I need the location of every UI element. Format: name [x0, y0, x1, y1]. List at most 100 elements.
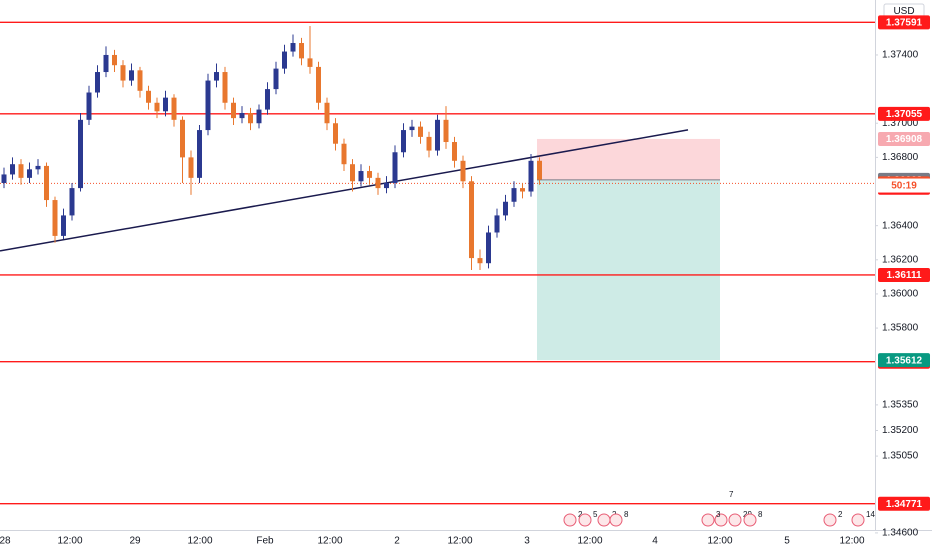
y-tick-label: 1.34600 [882, 528, 919, 539]
candle-body [222, 72, 228, 103]
level-label: 1.37055 [886, 109, 923, 120]
target-zone [537, 179, 720, 361]
candle-body [528, 160, 534, 192]
candle-body [511, 188, 517, 202]
x-tick-label: 12:00 [447, 536, 472, 547]
event-count: 8 [624, 510, 629, 519]
y-tick-label: 1.35350 [882, 400, 919, 411]
candle-body [10, 164, 15, 175]
event-icon[interactable] [851, 513, 865, 527]
trend-line [0, 129, 689, 252]
event-count: 3 [716, 510, 721, 519]
x-tick-label: 12:00 [187, 536, 212, 547]
x-tick-label: 3 [524, 536, 530, 547]
event-count: 14 [866, 510, 875, 519]
event-icon[interactable] [823, 513, 837, 527]
candle-body [248, 112, 253, 124]
candle-body [86, 92, 92, 120]
candle-body [341, 143, 347, 165]
candle-body [137, 70, 143, 91]
candle-body [239, 112, 245, 119]
candle-body [205, 80, 211, 131]
candle-body [290, 43, 296, 52]
candle-body [273, 68, 279, 90]
candle-body [384, 182, 389, 189]
x-tick-label: 12:00 [57, 536, 82, 547]
target-label: 1.35612 [886, 355, 923, 366]
event-icon[interactable] [728, 513, 742, 527]
candle-body [469, 181, 474, 259]
x-tick-label: 28 [0, 536, 11, 547]
event-icon[interactable] [743, 513, 757, 527]
candle-body [392, 152, 398, 183]
stop-label-bg [878, 131, 930, 146]
candle-body [171, 97, 177, 120]
candle-body [44, 165, 49, 201]
candle-body [503, 201, 508, 216]
candle-body [307, 58, 313, 67]
candle-body [231, 102, 236, 119]
event-count: 2 [578, 510, 583, 519]
level-label: 1.36111 [886, 270, 921, 281]
candle-body [35, 165, 41, 170]
event-icon[interactable] [597, 513, 611, 527]
countdown: 50:19 [891, 181, 917, 192]
candle-body [61, 215, 66, 236]
level-label: 1.37591 [886, 18, 923, 29]
candle-body [367, 171, 372, 178]
candle-body [180, 119, 185, 158]
x-tick-label: 5 [784, 536, 790, 547]
candle-body [18, 164, 24, 178]
target-label-bg [878, 353, 930, 368]
x-tick-label: 12:00 [577, 536, 602, 547]
candle-body [188, 157, 194, 178]
candle-body [401, 130, 406, 153]
x-tick-label: 12:00 [707, 536, 732, 547]
candle-body [112, 54, 117, 66]
x-tick-label: 29 [129, 536, 141, 547]
level-label: 1.34771 [886, 499, 923, 510]
candle-body [486, 232, 491, 264]
candle-body [375, 177, 381, 189]
candle-body [78, 119, 83, 189]
y-tick-label: 1.36200 [882, 254, 919, 265]
y-tick-label: 1.35200 [882, 425, 919, 436]
event-icon[interactable] [714, 513, 728, 527]
candle-body [435, 119, 440, 151]
candle-body [265, 89, 270, 110]
x-tick-label: Feb [256, 536, 274, 547]
candle-body [494, 215, 500, 233]
y-tick-label: 1.37400 [882, 50, 919, 61]
event-icon[interactable] [609, 513, 623, 527]
candle-body [333, 123, 338, 144]
y-tick-label: 1.36800 [882, 152, 919, 163]
x-tick-label: 2 [394, 536, 400, 547]
candle-body [350, 164, 355, 182]
y-tick-label: 1.37000 [882, 118, 919, 129]
level-label-bg [878, 15, 930, 30]
event-icon[interactable] [563, 513, 577, 527]
countdown-bg [878, 178, 930, 193]
candle-body [129, 70, 134, 81]
candle-body [256, 109, 262, 124]
event-count: 8 [758, 510, 763, 519]
event-count: 7 [729, 490, 734, 499]
x-tick-label: 12:00 [317, 536, 342, 547]
candle-body [197, 130, 202, 178]
candle-body [452, 142, 457, 161]
candle-body [460, 160, 466, 182]
candle-body [146, 90, 151, 103]
candle-body [520, 188, 525, 192]
candle-body [358, 171, 364, 182]
y-tick-label: 1.36400 [882, 220, 919, 231]
event-icon[interactable] [578, 513, 592, 527]
event-icon[interactable] [701, 513, 715, 527]
candle-body [537, 160, 542, 180]
event-count: 5 [593, 510, 598, 519]
candle-body [443, 119, 449, 143]
candle-body [299, 43, 304, 59]
candle-body [214, 72, 219, 81]
x-tick-label: 4 [652, 536, 658, 547]
candle-body [69, 188, 75, 216]
